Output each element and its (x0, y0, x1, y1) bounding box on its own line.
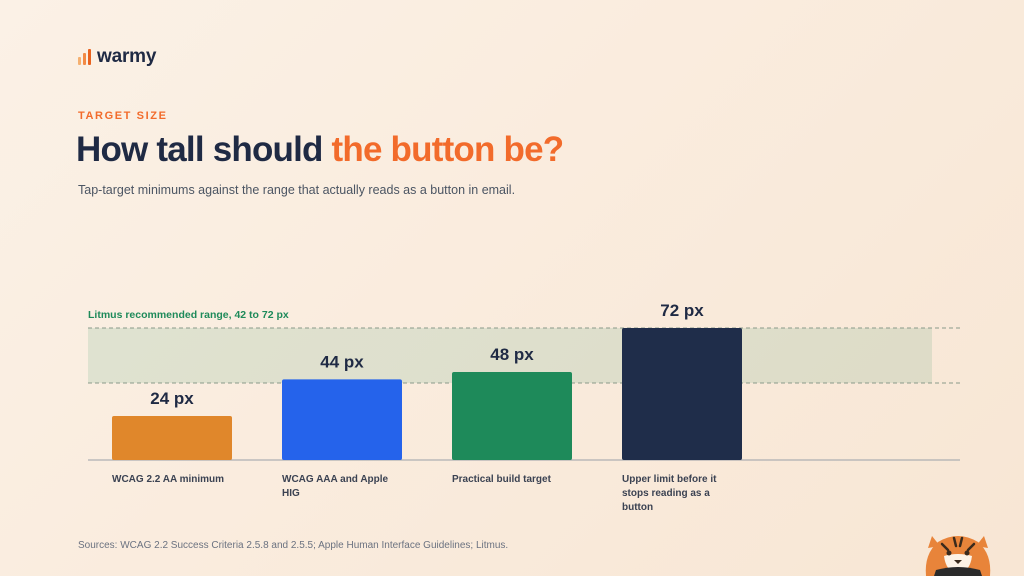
page-title: How tall should the button be? (76, 130, 565, 170)
logo-mark-icon (78, 49, 91, 65)
category-label-1-line-1: WCAG 2.2 AA minimum (112, 474, 224, 485)
eyebrow-label: TARGET SIZE (78, 110, 168, 122)
brand-logo: warmy (78, 46, 156, 68)
title-highlight: the button be? (331, 130, 565, 169)
category-label-2-line-2: HIG (282, 488, 300, 499)
category-label-4-line-1: Upper limit before it (622, 474, 717, 485)
range-band-label: Litmus recommended range, 42 to 72 px (88, 309, 289, 321)
category-label-3-line-1: Practical build target (452, 474, 552, 485)
category-label-2-line-1: WCAG AAA and Apple (282, 474, 389, 485)
bar-3 (452, 372, 572, 460)
bar-chart: Litmus recommended range, 42 to 72 px 24 … (88, 301, 960, 513)
category-label-4-line-3: button (622, 502, 653, 513)
page-subtitle: Tap-target minimums against the range th… (78, 183, 516, 197)
bar-value-label-1: 24 px (150, 389, 194, 408)
sources-note: Sources: WCAG 2.2 Success Criteria 2.5.8… (78, 540, 509, 551)
bar-2 (282, 379, 402, 460)
title-text: How tall should (76, 130, 332, 169)
bar-value-label-2: 44 px (320, 352, 364, 371)
category-label-4-line-2: stops reading as a (622, 488, 710, 499)
bar-4 (622, 328, 742, 460)
bar-value-label-3: 48 px (490, 345, 534, 364)
brand-name: warmy (97, 46, 157, 67)
tiger-mascot-icon (925, 536, 991, 576)
bar-value-label-4: 72 px (660, 301, 704, 320)
bar-1 (112, 416, 232, 460)
